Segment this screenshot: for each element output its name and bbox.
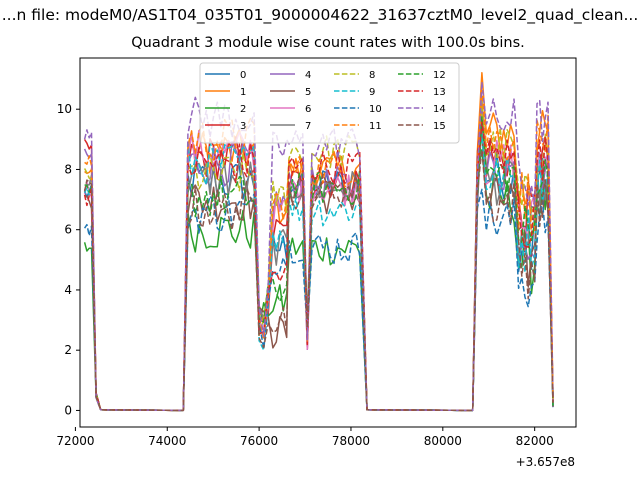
legend-label-0: 0 [240, 70, 246, 81]
legend-label-2: 2 [240, 104, 246, 115]
y-tick-label: 2 [64, 343, 72, 357]
x-tick-label: 80000 [424, 434, 462, 448]
y-tick-label: 0 [64, 403, 72, 417]
legend-box [199, 62, 460, 144]
legend-label-10: 10 [369, 104, 382, 115]
legend-label-6: 6 [305, 104, 311, 115]
legend-label-14: 14 [433, 104, 446, 115]
series-line-15 [83, 149, 554, 412]
x-tick-label: 74000 [148, 434, 186, 448]
ticks-layer: 72000 74000 76000 78000 80000 82000 0 2 4 6 8 10 [56, 102, 553, 448]
x-offset-label: +3.657e8 [516, 455, 575, 469]
legend-label-8: 8 [369, 70, 375, 81]
axes-frame [79, 57, 577, 428]
figure-suptitle: ...n file: modeM0/AS1T04_035T01_90000046… [1, 6, 639, 24]
y-tick-label: 10 [57, 102, 72, 116]
legend-label-12: 12 [433, 70, 446, 81]
chart-title: Quadrant 3 module wise count rates with … [131, 35, 525, 51]
y-tick-label: 8 [64, 162, 72, 176]
legend-label-11: 11 [369, 121, 382, 132]
x-tick-label: 78000 [332, 434, 370, 448]
legend-label-7: 7 [305, 121, 311, 132]
legend-label-4: 4 [305, 70, 311, 81]
y-tick-label: 6 [64, 223, 72, 237]
legend-label-1: 1 [240, 87, 246, 98]
series-line-5 [84, 132, 554, 412]
legend-label-9: 9 [369, 87, 375, 98]
x-tick-label: 76000 [240, 434, 278, 448]
legend-label-15: 15 [433, 121, 446, 132]
series-line-11 [84, 89, 554, 412]
legend-label-5: 5 [305, 87, 311, 98]
series-line-10 [83, 188, 554, 412]
x-tick-label: 82000 [516, 434, 554, 448]
legend-label-13: 13 [433, 87, 446, 98]
y-tick-label: 4 [64, 283, 72, 297]
series-line-14 [83, 81, 554, 412]
legend-label-3: 3 [240, 121, 246, 132]
x-tick-label: 72000 [56, 434, 94, 448]
series-line-13 [83, 121, 554, 412]
